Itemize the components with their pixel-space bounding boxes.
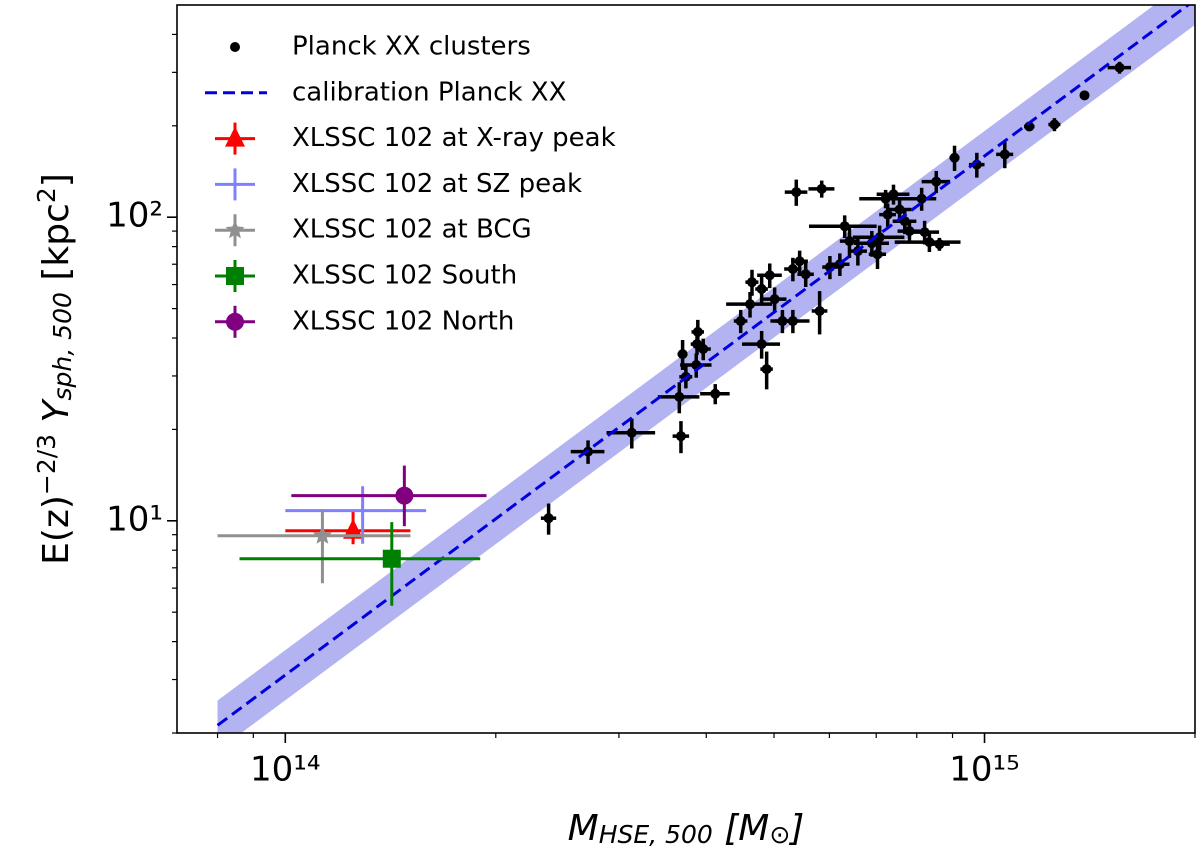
band [217,5,1195,733]
marker [745,299,756,310]
series [239,522,481,606]
marker [395,486,414,505]
marker [746,277,757,288]
marker [225,126,245,147]
series [285,511,411,545]
marker [882,209,893,220]
xlabel-part: ] [788,808,804,849]
marker [919,227,930,238]
marker [787,264,798,275]
xlabel-part: HSE, 500 [599,820,713,849]
marker [874,232,885,243]
marker [1114,62,1125,73]
x-tick-label: 10¹⁴ [250,750,321,790]
legend-label: XLSSC 102 at X-ray peak [292,123,616,153]
marker [543,513,554,524]
marker [839,221,850,232]
legend-label: XLSSC 102 North [292,306,514,336]
marker [999,149,1010,160]
xlabel: MHSE, 500 [M⊙] [568,808,805,849]
marker [698,344,709,355]
marker [626,427,637,438]
marker [791,187,802,198]
marker [888,189,899,200]
x-tick-label: 10¹⁵ [949,750,1020,790]
marker [692,326,703,337]
ylabel: E(z)−2/3 Ysph, 500 [kpc2] [32,173,77,565]
marker [761,364,772,375]
marker [931,176,942,187]
marker [800,269,811,280]
legend: Planck XX clusters calibration Planck XX X… [205,32,616,338]
marker [894,204,905,215]
ylabel-part: [kpc [36,203,77,292]
marker [934,239,945,250]
ylabel-part: 2 [32,187,61,203]
marker [735,316,746,327]
marker [677,349,688,360]
xlabel-part: [M [713,808,770,849]
legend-label: XLSSC 102 at BCG [292,215,532,245]
marker [816,183,827,194]
legend-label: Planck XX clusters [292,32,531,62]
marker [343,518,364,539]
legend-label: XLSSC 102 at SZ peak [292,169,582,199]
marker [225,220,245,239]
marker [769,294,780,305]
series [291,465,487,527]
plot-frame [176,4,1196,734]
marker [382,549,401,568]
marker [226,312,244,331]
marker [230,42,240,52]
legend-label: calibration Planck XX [292,77,566,107]
marker [226,267,244,285]
marker [764,270,775,281]
marker [230,179,240,190]
marker [949,152,960,163]
xlabel-part: M [568,808,599,849]
legend-label: XLSSC 102 South [292,261,517,291]
marker [312,525,332,544]
marker [814,305,825,316]
marker [357,505,368,516]
ylabel-part: −2/3 [32,434,61,495]
y-tick-label: 10² [106,196,163,236]
ylabel-part: Y [36,397,77,433]
marker [1079,90,1090,101]
plot-area [216,5,1195,733]
marker [756,339,767,350]
ylabel-part: ] [36,173,77,187]
marker [756,284,767,295]
xlabel-part: ⊙ [769,820,790,849]
marker [916,193,927,204]
marker [674,391,685,402]
marker [1049,119,1060,130]
y-tick-label: 10¹ [106,499,163,539]
marker [844,236,855,247]
series [540,61,1132,535]
marker [872,249,883,260]
calibration-line [216,5,1191,727]
ylabel-part: sph, 500 [48,292,77,400]
marker [675,431,686,442]
series [217,509,411,584]
marker [710,388,721,399]
marker [880,193,891,204]
marker [794,256,805,267]
marker [787,316,798,327]
ylabel-part: E(z) [36,495,77,565]
